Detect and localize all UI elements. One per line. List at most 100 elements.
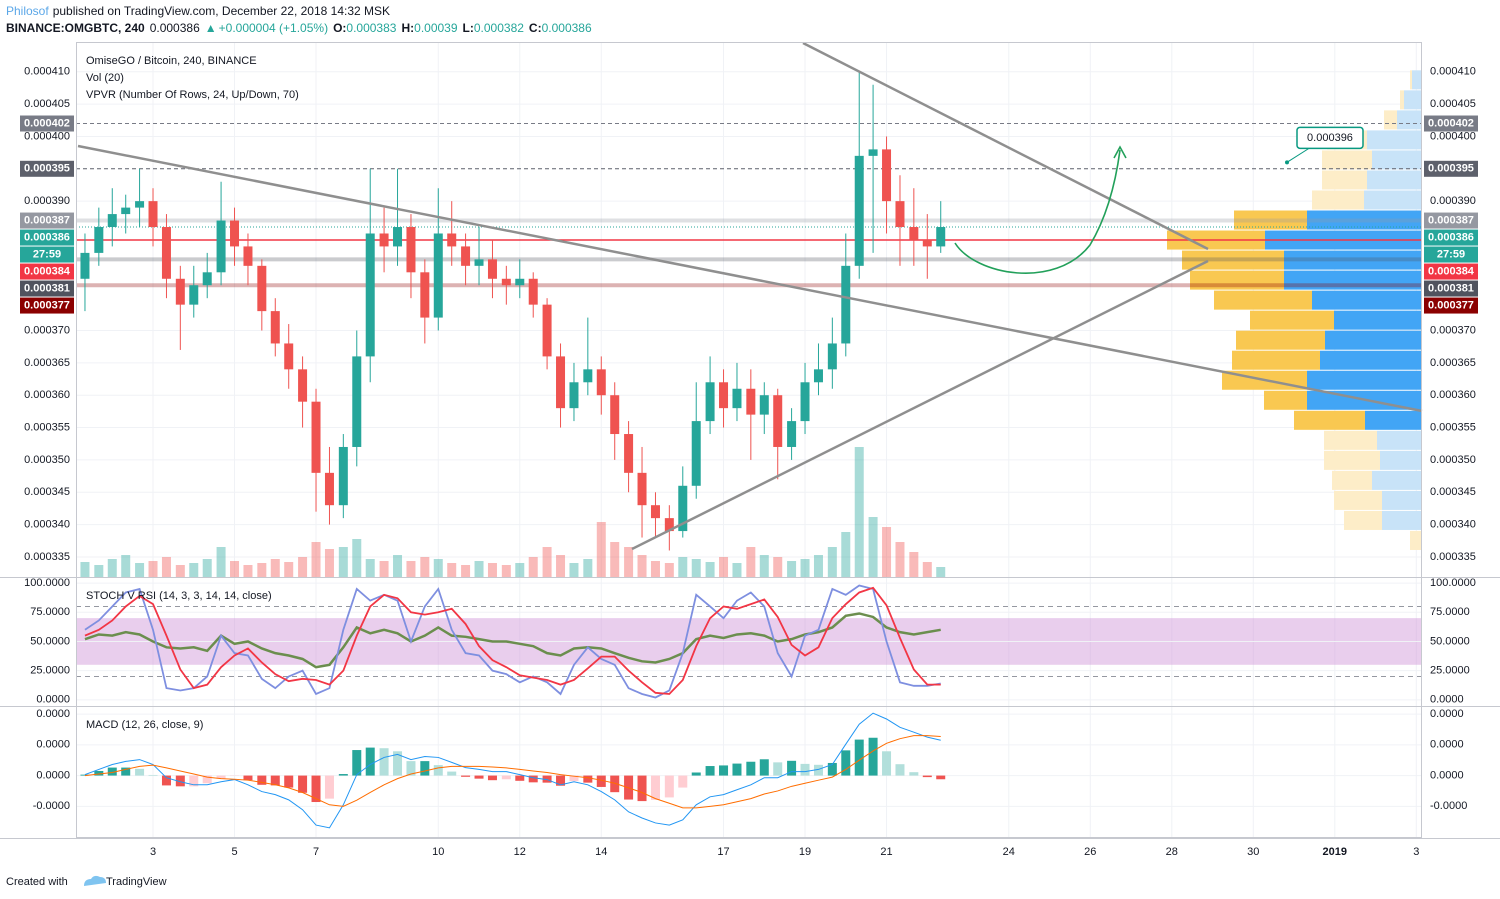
vpvr-down <box>1324 430 1377 450</box>
vpvr-down <box>1410 70 1412 90</box>
trend-line[interactable] <box>77 144 1423 413</box>
volume-bar <box>352 539 362 577</box>
y-tick-label: 0.000360 <box>24 389 70 401</box>
volume-bar <box>324 549 334 577</box>
symbol-line: BINANCE:OMGBTC, 240 0.000386 ▲ +0.000004 (+… <box>6 21 592 35</box>
forecast-arrow[interactable] <box>954 149 1121 274</box>
histogram-bar <box>270 775 280 786</box>
level-label-box <box>20 115 74 132</box>
candle-body <box>461 246 471 266</box>
y-tick-label: 0.000390 <box>24 195 70 207</box>
candle-body <box>487 259 497 279</box>
level-label: 0.000395 <box>1428 163 1474 175</box>
vpvr-up <box>1377 430 1422 450</box>
signal-line <box>84 735 941 809</box>
x-tick-label: 28 <box>1166 846 1178 858</box>
volume-bar <box>515 563 525 577</box>
low-value: 0.000382 <box>474 21 524 35</box>
histogram-bar <box>148 774 158 776</box>
level-label-box <box>1424 297 1478 314</box>
vpvr-down <box>1332 470 1372 490</box>
y-tick-label: 0.0000 <box>36 769 70 781</box>
candle-body <box>243 246 253 266</box>
y-tick-label: 0.000355 <box>1430 421 1476 433</box>
vpvr-up <box>1412 70 1422 90</box>
histogram-bar <box>284 775 294 788</box>
level-label-box <box>1424 280 1478 297</box>
volume-bar <box>637 555 647 577</box>
trend-line[interactable] <box>802 41 1209 251</box>
level-label-box <box>20 160 74 177</box>
volume-bar <box>664 563 674 577</box>
y-tick-label: 0.000350 <box>24 454 70 466</box>
level-label: 0.000377 <box>1428 299 1474 311</box>
volume-bar <box>175 565 185 577</box>
vpvr-down <box>1324 450 1380 470</box>
volume-bar <box>420 557 430 577</box>
candle-body <box>298 369 308 402</box>
volume-bar <box>787 561 797 577</box>
candle-body <box>664 518 674 532</box>
candle-body <box>596 369 606 396</box>
indicator-legend: Vol (20) <box>86 72 124 84</box>
pane-title: STOCH V RSI (14, 3, 3, 14, 14, close) <box>86 590 272 602</box>
countdown: 27:59 <box>33 248 61 260</box>
histogram-bar <box>461 775 471 777</box>
histogram-bar <box>556 775 566 786</box>
volume-bar <box>882 527 892 577</box>
vpvr-up <box>1320 350 1422 370</box>
vpvr-down <box>1190 270 1284 290</box>
histogram-bar <box>447 771 457 776</box>
volume-bar <box>447 563 457 577</box>
histogram-bar <box>528 775 538 783</box>
y-tick-label: 0.000360 <box>1430 389 1476 401</box>
volume-bar <box>596 522 606 577</box>
volume-bar <box>732 563 742 577</box>
histogram-bar <box>324 775 334 799</box>
histogram-bar <box>596 775 606 787</box>
brand-logo[interactable] <box>84 875 106 886</box>
histogram-bar <box>406 761 416 776</box>
vpvr-up <box>1367 130 1422 150</box>
volume-bar <box>650 561 660 577</box>
vpvr-down <box>1294 410 1365 430</box>
level-label: 0.000386 <box>1428 231 1474 243</box>
volume-bar <box>841 532 851 577</box>
vpvr-up <box>1372 470 1422 490</box>
candle-body <box>854 155 864 266</box>
marks: 3 5 7 10 12 14 17 19 21 24 26 28 30 2019 3 0.000410 0.00… <box>20 42 1478 858</box>
volume-bar <box>895 542 905 577</box>
published: published on TradingView.com, December 2… <box>53 4 390 18</box>
level-label-box <box>20 212 74 229</box>
x-tick-label: 2019 <box>1323 846 1347 858</box>
vpvr-down <box>1232 350 1320 370</box>
y-tick-label: 0.000405 <box>24 98 70 110</box>
histogram-bar <box>800 763 810 776</box>
drawings: OmiseGO / Bitcoin, 240, BINANCE Vol (20)… <box>0 41 1500 888</box>
y-tick-label: 0.000355 <box>24 421 70 433</box>
histogram-bar <box>135 768 145 776</box>
x-tick-label: 26 <box>1084 846 1096 858</box>
histogram-bar <box>569 775 579 782</box>
author[interactable]: Philosof <box>6 4 49 18</box>
candle-body <box>202 272 212 286</box>
volume-bar <box>80 562 90 577</box>
vpvr-down <box>1312 190 1364 210</box>
brand[interactable]: TradingView <box>106 876 167 888</box>
volume-bar <box>433 559 443 577</box>
volume-bar <box>270 559 280 577</box>
histogram-bar <box>583 775 593 783</box>
volume-bar <box>705 562 715 577</box>
y-tick-label: 0.000335 <box>1430 551 1476 563</box>
candle-body <box>650 505 660 519</box>
histogram-bar <box>705 766 715 776</box>
y-tick-label: 0.000405 <box>1430 98 1476 110</box>
candle-body <box>909 227 919 240</box>
arrow-head <box>1113 145 1127 159</box>
trend-line[interactable] <box>631 259 1209 551</box>
candle-body <box>678 485 688 532</box>
candle-body <box>501 278 511 286</box>
histogram-bar <box>433 765 443 776</box>
y-tick-label: 0.000410 <box>1430 66 1476 78</box>
